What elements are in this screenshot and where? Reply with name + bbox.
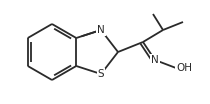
Text: S: S: [98, 69, 104, 79]
Text: N: N: [151, 55, 159, 65]
Text: OH: OH: [176, 63, 192, 73]
Text: N: N: [97, 25, 105, 35]
